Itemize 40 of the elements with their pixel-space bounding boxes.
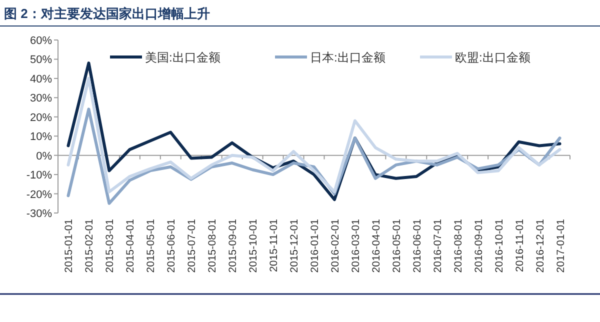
x-tick-label: 2016-03-01	[350, 218, 362, 273]
y-tick-label: -20%	[26, 188, 52, 201]
legend-label: 欧盟:出口金额	[455, 50, 530, 64]
y-tick-label: -10%	[26, 170, 52, 182]
y-tick-label: 60%	[30, 35, 52, 47]
x-tick-label: 2016-08-01	[452, 218, 464, 273]
x-tick-label: 2015-03-01	[104, 218, 116, 273]
x-tick-label: 2016-11-01	[514, 218, 526, 272]
x-tick-label: 2015-07-01	[186, 218, 198, 273]
chart-title: 图 2：对主要发达国家出口增幅上升	[4, 6, 210, 21]
x-tick-label: 2016-02-01	[329, 218, 342, 273]
x-tick-label: 2015-04-01	[124, 218, 137, 273]
x-tick-label: 2016-12-01	[534, 218, 546, 273]
x-tick-label: 2016-09-01	[472, 218, 485, 273]
line-series	[66, 76, 562, 194]
y-tick-label: 50%	[30, 54, 52, 66]
x-tick-label: 2016-05-01	[390, 218, 403, 273]
y-tick-label: 10%	[30, 131, 52, 144]
legend-label: 日本:出口金额	[310, 50, 386, 64]
x-tick-label: 2015-01-01	[63, 218, 76, 273]
y-tick-label: 0%	[36, 150, 52, 162]
x-tick-label: 2015-10-01	[248, 218, 260, 273]
x-tick-label: 2015-06-01	[166, 218, 178, 273]
x-tick-label: 2015-02-01	[84, 218, 96, 273]
y-tick-label: 20%	[30, 112, 52, 124]
legend-label: 美国:出口金额	[145, 50, 220, 64]
x-tick-label: 2015-05-01	[145, 218, 158, 273]
x-tick-label: 2016-01-01	[309, 218, 321, 273]
y-tick-label: -30%	[26, 208, 52, 220]
x-tick-label: 2016-10-01	[493, 218, 506, 273]
x-tick-label: 2015-11-01	[268, 218, 280, 272]
y-tick-label: 40%	[30, 73, 52, 86]
x-tick-label: 2015-09-01	[227, 218, 240, 273]
x-tick-label: 2017-01-01	[554, 218, 567, 273]
x-tick-label: 2015-08-01	[206, 218, 219, 273]
x-tick-label: 2016-07-01	[432, 218, 444, 273]
x-tick-label: 2015-12-01	[288, 218, 301, 273]
x-tick-label: 2016-06-01	[411, 218, 424, 273]
x-tick-label: 2016-04-01	[370, 218, 382, 273]
y-tick-label: 30%	[30, 92, 52, 105]
